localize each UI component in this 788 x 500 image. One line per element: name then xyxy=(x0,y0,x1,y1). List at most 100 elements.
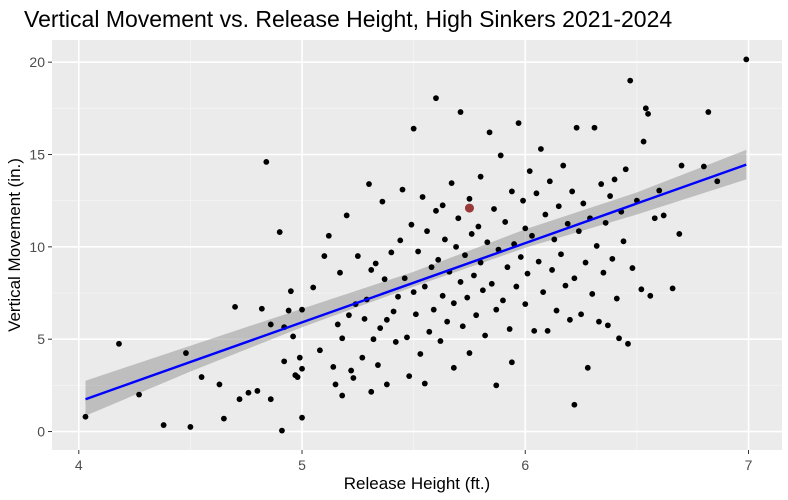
data-point xyxy=(267,321,274,328)
fit-line-group xyxy=(85,163,747,401)
data-point xyxy=(377,325,384,332)
data-point xyxy=(482,332,488,339)
y-tick-label: 15 xyxy=(29,147,45,163)
data-point xyxy=(442,236,448,243)
data-point xyxy=(484,239,491,246)
data-point xyxy=(232,303,238,310)
data-point xyxy=(339,335,346,342)
data-point xyxy=(567,316,573,323)
data-point xyxy=(611,176,618,183)
data-point xyxy=(455,215,462,222)
data-point xyxy=(520,197,526,204)
data-point xyxy=(263,158,270,165)
data-point xyxy=(522,301,529,307)
data-point xyxy=(457,279,464,285)
data-point xyxy=(560,162,567,169)
data-point xyxy=(116,340,122,347)
data-point xyxy=(678,162,685,169)
y-tick-label: 20 xyxy=(29,54,45,70)
data-point xyxy=(522,225,529,232)
y-tick-label: 0 xyxy=(37,424,45,440)
data-point xyxy=(571,275,578,282)
grid xyxy=(52,40,782,450)
data-point xyxy=(290,333,297,340)
data-point xyxy=(361,315,368,322)
data-point xyxy=(647,292,654,299)
data-point xyxy=(453,243,459,250)
data-point xyxy=(417,351,424,357)
data-point xyxy=(571,401,578,408)
data-point xyxy=(602,219,609,226)
data-point xyxy=(584,364,591,371)
data-point xyxy=(426,328,433,335)
data-point xyxy=(325,232,332,239)
data-point xyxy=(524,270,531,277)
data-point xyxy=(267,396,274,403)
data-point xyxy=(388,249,395,256)
data-point xyxy=(500,297,506,304)
data-point xyxy=(578,311,584,318)
data-point xyxy=(397,237,404,244)
data-point xyxy=(285,307,292,314)
data-point xyxy=(332,381,339,388)
data-point xyxy=(477,259,484,266)
data-point xyxy=(296,354,303,361)
data-point xyxy=(468,231,475,237)
data-point xyxy=(714,178,721,185)
data-point xyxy=(419,194,426,200)
x-axis-title: Release Height (ft.) xyxy=(344,474,490,493)
data-point xyxy=(381,276,388,283)
data-point xyxy=(593,243,600,249)
data-point xyxy=(462,252,468,259)
data-point xyxy=(580,200,587,207)
data-point xyxy=(497,152,504,159)
data-point xyxy=(430,306,437,313)
data-point xyxy=(562,282,569,289)
data-point xyxy=(502,219,509,225)
data-point xyxy=(450,364,457,371)
data-point xyxy=(439,202,446,209)
data-point xyxy=(254,388,261,394)
data-point xyxy=(160,422,167,428)
data-point xyxy=(321,253,328,259)
data-point xyxy=(415,248,422,255)
data-point xyxy=(439,292,446,299)
data-point xyxy=(488,280,495,287)
data-point xyxy=(705,109,712,115)
data-point xyxy=(504,264,511,271)
data-point xyxy=(582,259,589,266)
data-point xyxy=(370,336,377,343)
x-tick-label: 6 xyxy=(521,457,529,473)
data-point xyxy=(187,424,194,430)
data-point xyxy=(604,322,611,329)
data-point xyxy=(620,238,627,245)
data-point xyxy=(537,146,544,152)
data-point xyxy=(383,316,390,323)
data-point xyxy=(236,396,243,403)
data-point xyxy=(638,286,645,293)
data-point xyxy=(645,110,651,117)
data-point xyxy=(366,181,372,187)
data-point xyxy=(596,318,602,325)
data-point xyxy=(330,363,337,370)
data-point xyxy=(569,188,576,195)
data-point xyxy=(401,275,408,282)
data-point xyxy=(310,284,317,291)
y-tick-label: 5 xyxy=(37,331,45,347)
data-point xyxy=(368,267,375,273)
data-point xyxy=(533,190,540,197)
data-point xyxy=(459,323,466,330)
data-point xyxy=(613,295,620,302)
data-point xyxy=(625,340,631,347)
data-point xyxy=(491,206,497,212)
data-point xyxy=(375,362,381,368)
data-point xyxy=(183,350,189,356)
data-point xyxy=(428,264,435,271)
data-point xyxy=(669,285,676,292)
data-point xyxy=(82,413,89,420)
data-point xyxy=(390,308,397,315)
data-point xyxy=(591,124,598,131)
y-tick-label: 10 xyxy=(29,239,45,255)
data-point xyxy=(656,187,663,194)
data-point xyxy=(457,109,464,115)
